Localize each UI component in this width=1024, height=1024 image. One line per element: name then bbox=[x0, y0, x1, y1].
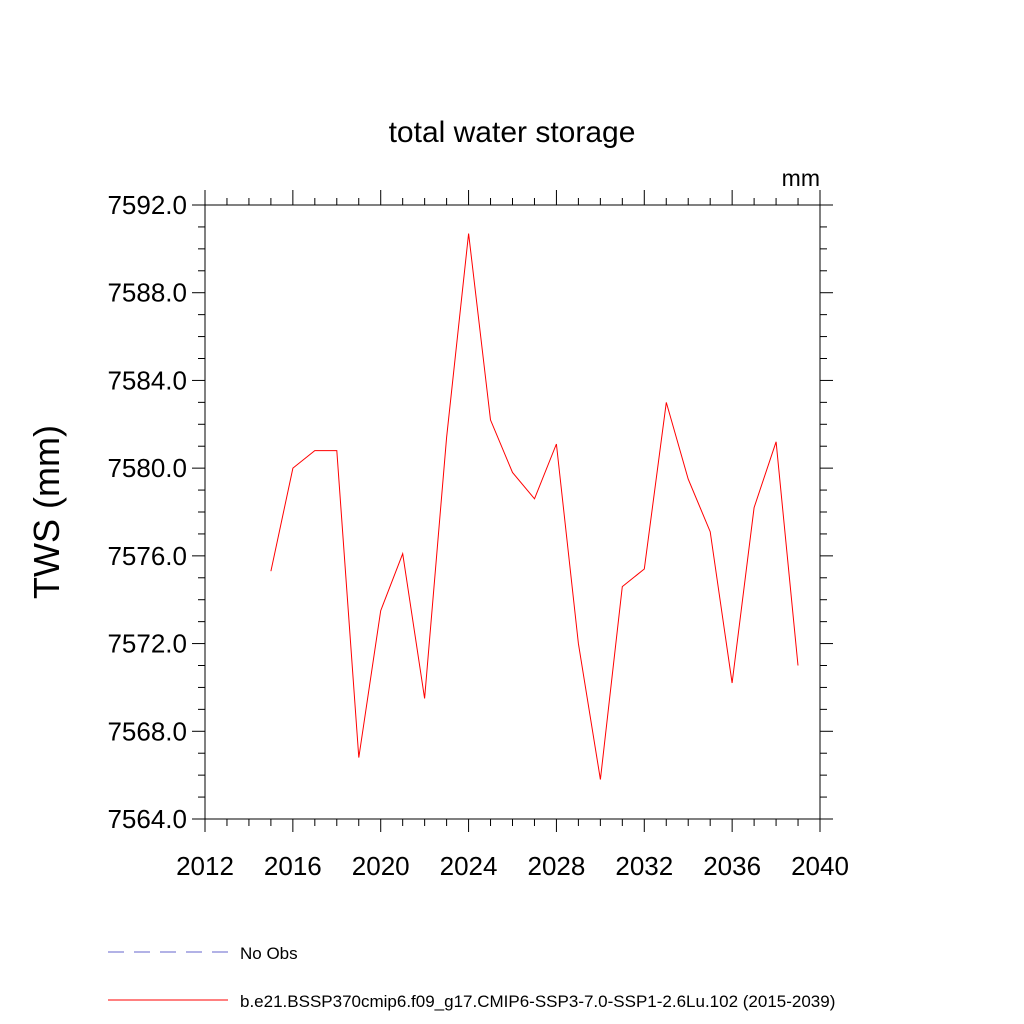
series-line-0 bbox=[270, 233, 799, 780]
legend-label-model-run: b.e21.BSSP370cmip6.f09_g17.CMIP6-SSP3-7.… bbox=[240, 992, 835, 1011]
y-tick-label: 7588.0 bbox=[107, 278, 187, 308]
y-tick-label: 7572.0 bbox=[107, 629, 187, 659]
y-tick-label: 7584.0 bbox=[107, 365, 187, 395]
x-tick-label: 2032 bbox=[615, 851, 673, 881]
x-tick-label: 2024 bbox=[440, 851, 498, 881]
y-tick-label: 7568.0 bbox=[107, 716, 187, 746]
axis-ticks bbox=[192, 190, 833, 832]
x-tick-label: 2016 bbox=[264, 851, 322, 881]
legend: No Obs b.e21.BSSP370cmip6.f09_g17.CMIP6-… bbox=[108, 944, 835, 1011]
x-tick-label: 2028 bbox=[528, 851, 586, 881]
units-label: mm bbox=[782, 165, 820, 191]
y-axis-label: TWS (mm) bbox=[26, 425, 67, 599]
chart-title: total water storage bbox=[389, 116, 636, 149]
x-tick-label: 2020 bbox=[352, 851, 410, 881]
x-tick-label: 2012 bbox=[176, 851, 234, 881]
x-tick-label: 2036 bbox=[703, 851, 761, 881]
y-tick-label: 7564.0 bbox=[107, 804, 187, 834]
y-tick-label: 7592.0 bbox=[107, 190, 187, 220]
y-tick-label: 7580.0 bbox=[107, 453, 187, 483]
tick-labels: 2012 2016 2020 2024 2028 2032 2036 2040 7564.0 75… bbox=[107, 190, 848, 881]
legend-label-no-obs: No Obs bbox=[240, 944, 298, 963]
plot-frame bbox=[204, 204, 821, 820]
y-tick-label: 7576.0 bbox=[107, 541, 187, 571]
series-layer bbox=[270, 233, 799, 780]
x-tick-label: 2040 bbox=[791, 851, 849, 881]
